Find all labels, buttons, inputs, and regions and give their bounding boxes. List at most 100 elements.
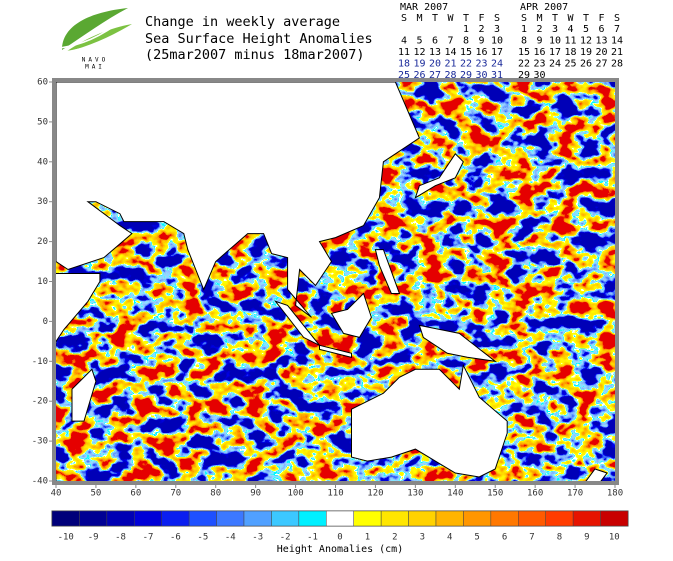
colorbar-label: 5	[474, 533, 479, 543]
calendar-weekday: M	[416, 13, 422, 24]
calendar-day: 4	[401, 36, 407, 47]
calendar-weekday: T	[583, 13, 589, 24]
calendar-day: 13	[595, 36, 607, 47]
colorbar-box	[271, 510, 300, 527]
calendar-day: 10	[549, 36, 561, 47]
colorbar-label: -7	[143, 533, 154, 543]
x-tick-label: 130	[407, 489, 423, 499]
colorbar-label: 3	[420, 533, 425, 543]
calendar-day: 19	[580, 47, 592, 58]
calendar-day: 17	[491, 47, 503, 58]
calendar-day: 11	[398, 47, 410, 58]
colorbar-box	[463, 510, 492, 527]
calendar-day: 29	[518, 70, 530, 81]
calendar-day: 15	[518, 47, 530, 58]
calendar-day: 8	[521, 36, 527, 47]
colorbar-label: 2	[392, 533, 397, 543]
colorbar-box	[243, 510, 272, 527]
calendar-day: 22	[460, 59, 472, 70]
calendar-day: 17	[549, 47, 561, 58]
x-tick-label: 50	[91, 489, 102, 499]
x-tick-label: 140	[447, 489, 463, 499]
x-tick-label: 110	[327, 489, 343, 499]
calendar-day: 23	[533, 59, 545, 70]
colorbar-label: 7	[529, 533, 534, 543]
calendar-day: 16	[475, 47, 487, 58]
calendar-day: 25	[564, 59, 576, 70]
calendar-weekday: F	[598, 13, 604, 24]
calendar-day: 10	[491, 36, 503, 47]
colorbar-label: -8	[115, 533, 126, 543]
calendar-day: 30	[533, 70, 545, 81]
x-tick-label: 70	[170, 489, 181, 499]
calendar-weekday: S	[494, 13, 500, 24]
calendar-weekday: T	[432, 13, 438, 24]
logo-text: MAI	[85, 64, 105, 71]
calendar-month: APR 2007	[520, 2, 568, 13]
y-tick-label: 10	[37, 277, 48, 287]
calendar-day: 9	[536, 36, 542, 47]
axes: 40 50 60 70 80 90 100 110 120 130 140 150 160 170 180-…	[32, 78, 623, 499]
calendar-weekday: F	[478, 13, 484, 24]
calendar-month: MAR 2007	[400, 2, 448, 13]
landmass	[330, 292, 372, 338]
y-tick-label: 40	[37, 157, 48, 167]
x-tick-label: 60	[130, 489, 141, 499]
y-tick-label: -20	[32, 397, 48, 407]
landmass	[319, 344, 352, 358]
colorbar-box	[600, 510, 629, 527]
calendar-weekday: S	[521, 13, 527, 24]
colorbar-label: -5	[197, 533, 208, 543]
colorbar-box	[79, 510, 108, 527]
colorbar-label: -4	[225, 533, 236, 543]
colorbar-label: 8	[557, 533, 562, 543]
landmass	[56, 273, 101, 481]
calendar-day: 1	[463, 24, 469, 35]
x-tick-label: 90	[250, 489, 261, 499]
colorbar-label: 0	[337, 533, 342, 543]
calendar-day: 29	[460, 70, 472, 81]
map-area	[56, 82, 615, 481]
calendar-day: 9	[478, 36, 484, 47]
colorbar-box	[518, 510, 546, 527]
colorbar-label: 1	[365, 533, 370, 543]
x-tick-label: 40	[51, 489, 62, 499]
y-tick-label: 50	[37, 117, 48, 127]
title-line: (25mar2007 minus 18mar2007)	[145, 47, 364, 63]
calendar-day: 26	[413, 70, 425, 81]
calendar-day: 27	[429, 70, 441, 81]
colorbar-label: 9	[584, 533, 589, 543]
x-tick-label: 180	[607, 489, 623, 499]
calendar-day: 3	[494, 24, 500, 35]
calendar-day: 20	[595, 47, 607, 58]
y-tick-label: -30	[32, 437, 48, 447]
colorbar-label: -2	[280, 533, 291, 543]
colorbar-box	[353, 510, 382, 527]
colorbar-box	[161, 510, 190, 527]
calendar-day: 5	[416, 36, 422, 47]
landmass	[414, 153, 464, 199]
colorbar-box	[490, 510, 519, 527]
colorbar-box	[188, 510, 217, 527]
colorbar-box	[326, 510, 354, 527]
calendar-day: 2	[478, 24, 484, 35]
x-tick-label: 100	[287, 489, 303, 499]
colorbar-box	[572, 510, 601, 527]
colorbar-title: Height Anomalies (cm)	[277, 544, 403, 555]
calendar-day: 11	[564, 36, 576, 47]
logo-text: NAVO	[82, 57, 108, 64]
calendar-day: 12	[413, 47, 425, 58]
calendar-day: 20	[429, 59, 441, 70]
landmass	[585, 468, 608, 481]
calendar-day: 24	[491, 59, 503, 70]
calendar-day: 2	[536, 24, 542, 35]
landmass	[56, 82, 421, 318]
colorbar-box	[380, 510, 409, 527]
colorbar-box	[435, 510, 464, 527]
calendar-day: 22	[518, 59, 530, 70]
calendar-day: 15	[460, 47, 472, 58]
calendar-weekday: T	[552, 13, 558, 24]
land	[56, 82, 608, 481]
